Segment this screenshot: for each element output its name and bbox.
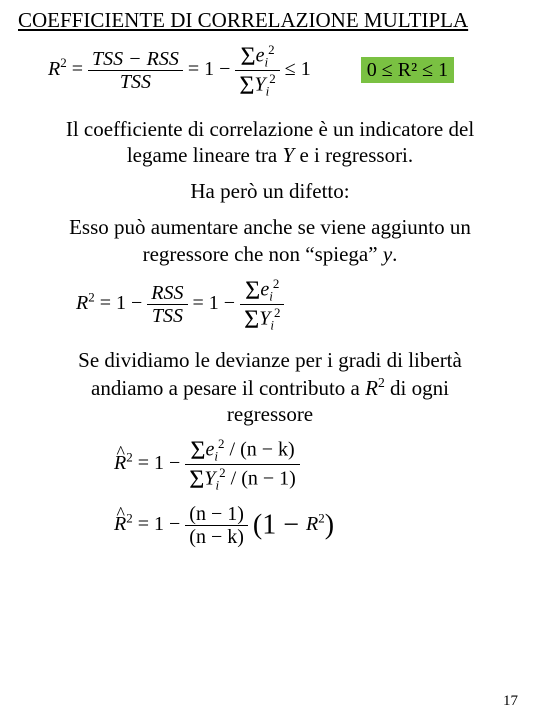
page-number: 17	[503, 693, 518, 710]
formula-r2-definition-row: R2 = TSS − RSS TSS = 1 − Σei2 ΣYi2 ≤ 1 0…	[48, 43, 522, 98]
formula-r2-adjusted-1: R2 = 1 − Σei2 / (n − k) ΣYi2 / (n − 1)	[114, 437, 522, 492]
formula-r2-bounds: 0 ≤ R² ≤ 1	[361, 57, 454, 83]
formula-r2-repeat: R2 = 1 − RSS TSS = 1 − Σei2 ΣYi2	[76, 277, 522, 332]
formula-r2-adjusted-2: R2 = 1 − (n − 1) (n − k) (1 − R2)	[114, 504, 522, 547]
paragraph-defect: Esso può aumentare anche se viene aggiun…	[46, 214, 494, 267]
page-title: COEFFICIENTE DI CORRELAZIONE MULTIPLA	[18, 8, 522, 33]
paragraph-adjusted: Se dividiamo le devianze per i gradi di …	[46, 347, 494, 427]
paragraph-indicator: Il coefficiente di correlazione è un ind…	[46, 116, 494, 169]
formula-r2-definition: R2 = TSS − RSS TSS = 1 − Σei2 ΣYi2 ≤ 1	[48, 43, 311, 98]
paragraph-defect-label: Ha però un difetto:	[46, 178, 494, 204]
